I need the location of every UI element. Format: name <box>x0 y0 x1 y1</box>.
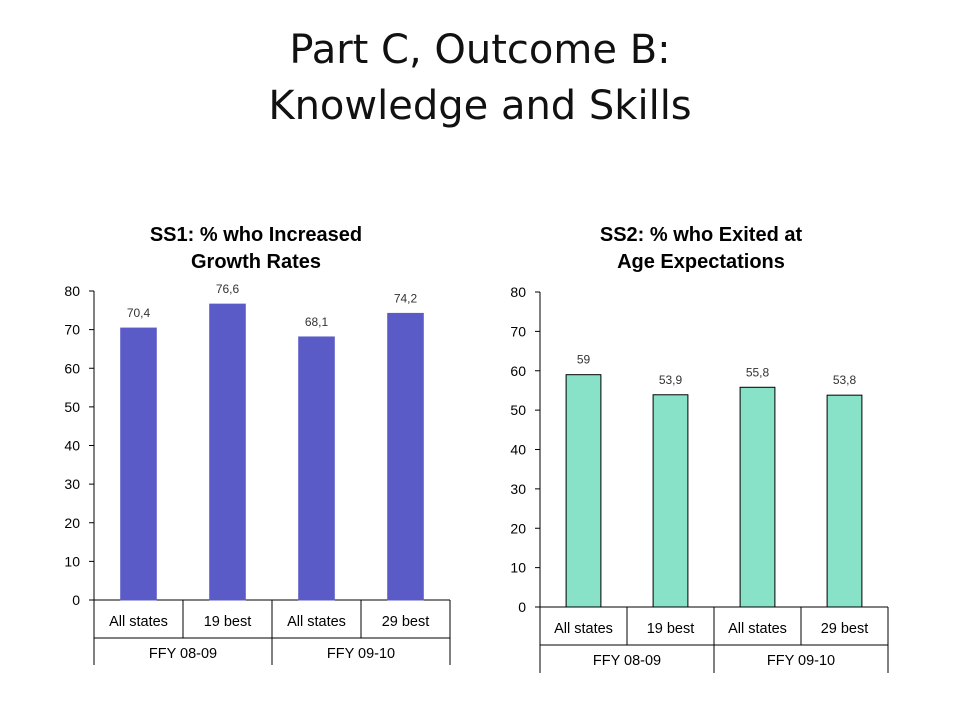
y-tick-label: 40 <box>64 438 80 454</box>
bar <box>387 312 424 601</box>
y-tick-label: 0 <box>72 592 80 608</box>
y-tick-label: 10 <box>510 560 526 576</box>
y-tick-label: 60 <box>64 360 80 376</box>
chart-title-line-2: Age Expectations <box>617 251 785 273</box>
y-tick-label: 70 <box>510 323 526 339</box>
bar <box>739 386 776 608</box>
category-label: 29 best <box>382 614 430 630</box>
category-label: All states <box>554 621 613 637</box>
slide-title-line-2: Knowledge and Skills <box>268 83 692 129</box>
chart-title-line-1: SS1: % who Increased <box>150 224 362 246</box>
y-tick-label: 50 <box>510 402 526 418</box>
category-label: 19 best <box>647 621 695 637</box>
y-tick-label: 30 <box>64 476 80 492</box>
y-tick-label: 70 <box>64 322 80 338</box>
slide-title: Part C, Outcome B: Knowledge and Skills <box>0 22 960 134</box>
category-label: All states <box>287 614 346 630</box>
y-tick-label: 20 <box>64 515 80 531</box>
category-label: 19 best <box>204 614 252 630</box>
y-tick-label: 60 <box>510 363 526 379</box>
y-tick-label: 30 <box>510 481 526 497</box>
category-label: All states <box>728 621 787 637</box>
category-label: All states <box>109 614 168 630</box>
y-tick-label: 50 <box>64 399 80 415</box>
data-label: 70,4 <box>127 306 151 320</box>
group-label: FFY 08-09 <box>593 653 661 669</box>
y-tick-label: 0 <box>518 599 526 615</box>
data-label: 59 <box>577 353 591 367</box>
bar <box>209 303 246 601</box>
bar <box>826 394 863 608</box>
bar <box>565 374 602 608</box>
category-label: 29 best <box>821 621 869 637</box>
data-label: 68,1 <box>305 315 329 329</box>
chart-title-line-1: SS2: % who Exited at <box>600 224 803 246</box>
data-label: 53,9 <box>659 373 683 387</box>
bar <box>298 336 335 601</box>
slide-title-line-1: Part C, Outcome B: <box>289 27 671 73</box>
y-tick-label: 20 <box>510 520 526 536</box>
y-tick-label: 10 <box>64 553 80 569</box>
data-label: 55,8 <box>746 365 770 379</box>
y-tick-label: 80 <box>510 284 526 300</box>
bar <box>652 394 689 608</box>
data-label: 76,6 <box>216 282 240 296</box>
group-label: FFY 09-10 <box>767 653 835 669</box>
group-label: FFY 08-09 <box>149 646 217 662</box>
bar <box>120 327 157 601</box>
chart-title-line-2: Growth Rates <box>191 251 321 273</box>
data-label: 53,8 <box>833 373 857 387</box>
group-label: FFY 09-10 <box>327 646 395 662</box>
data-label: 74,2 <box>394 291 418 305</box>
y-tick-label: 40 <box>510 442 526 458</box>
y-tick-label: 80 <box>64 283 80 299</box>
